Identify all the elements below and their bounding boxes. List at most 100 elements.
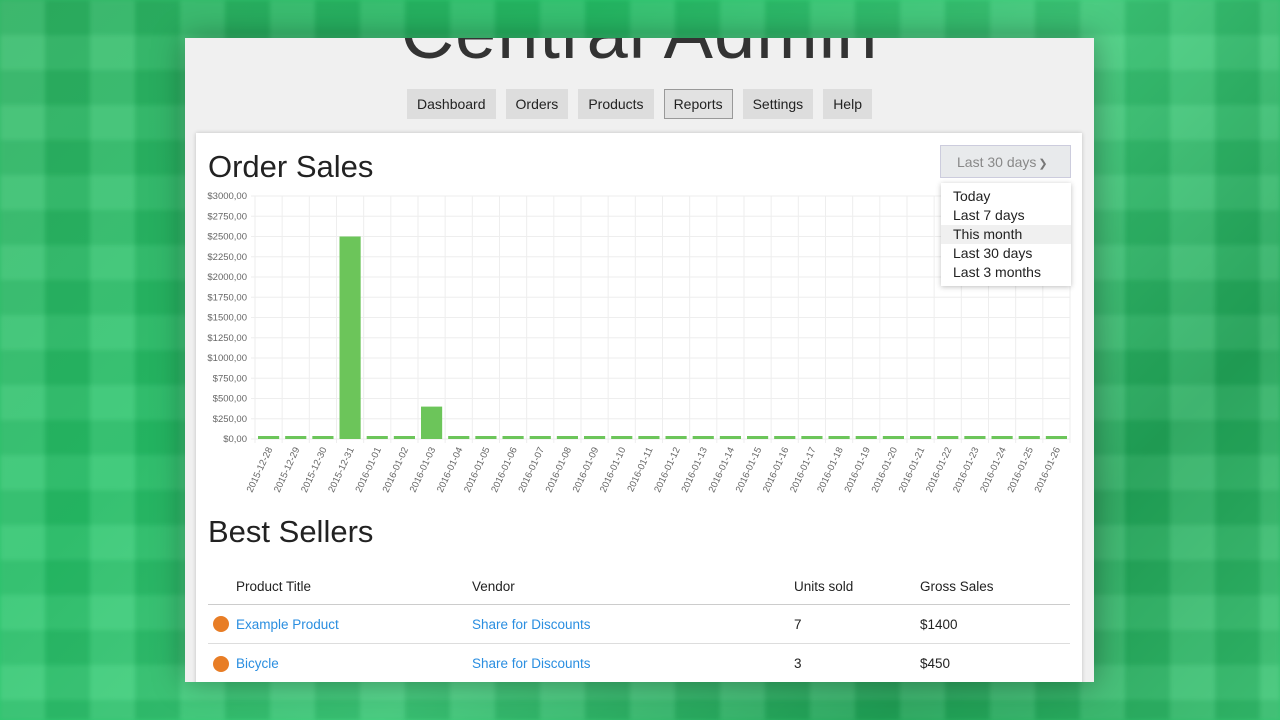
x-tick-label: 2016-01-11: [625, 446, 655, 494]
x-tick-label: 2016-01-07: [516, 446, 547, 495]
bar: [828, 436, 850, 439]
bar: [258, 436, 280, 439]
nav-reports[interactable]: Reports: [663, 89, 733, 119]
range-select-value: Last 30 days: [957, 154, 1037, 170]
bar: [529, 436, 551, 439]
bar: [312, 436, 334, 439]
col-units-sold: Units sold: [794, 569, 920, 605]
x-tick-label: 2016-01-09: [571, 446, 602, 495]
bar: [584, 436, 606, 439]
bar: [1018, 436, 1040, 439]
product-link[interactable]: Example Product: [236, 616, 339, 632]
col-gross-sales: Gross Sales: [920, 569, 1070, 605]
range-option-today[interactable]: Today: [953, 188, 991, 204]
nav-help[interactable]: Help: [823, 89, 872, 119]
x-tick-label: 2016-01-22: [924, 446, 955, 495]
range-option-last-3-months[interactable]: Last 3 months: [953, 264, 1041, 280]
range-option-last-30-days[interactable]: Last 30 days: [953, 245, 1033, 261]
x-tick-label: 2016-01-05: [462, 446, 493, 495]
y-tick-label: $500,00: [213, 394, 247, 405]
y-tick-label: $1750,00: [207, 292, 247, 303]
reports-card: Order Sales Last 30 days ❯ Today Last 7 d…: [196, 133, 1082, 682]
gross-sales: $1400: [920, 604, 1070, 645]
y-tick-label: $2250,00: [207, 252, 247, 263]
bar: [882, 436, 904, 439]
bar: [964, 436, 986, 439]
x-tick-label: 2016-01-23: [951, 446, 982, 495]
y-tick-label: $1000,00: [207, 353, 247, 364]
x-tick-label: 2016-01-10: [598, 446, 629, 495]
vendor-link[interactable]: Share for Discounts: [472, 616, 591, 632]
range-option-this-month[interactable]: This month: [941, 225, 1071, 244]
x-tick-label: 2016-01-06: [489, 446, 520, 495]
x-tick-label: 2016-01-01: [353, 446, 384, 495]
bar: [910, 436, 932, 439]
x-tick-label: 2016-01-15: [734, 446, 765, 495]
app-window: Central Admin Dashboard Orders Products …: [185, 38, 1094, 682]
x-tick-label: 2015-12-30: [299, 446, 330, 495]
col-vendor: Vendor: [472, 569, 794, 605]
bar: [366, 436, 388, 439]
bar: [937, 436, 959, 439]
bar: [855, 436, 877, 439]
order-sales-chart: $0,00 $250,00 $500,00 $750,00 $1000,00 $1250,…: [207, 191, 1071, 495]
y-tick-label: $3000,00: [207, 191, 247, 202]
best-sellers-title: Best Sellers: [208, 514, 374, 549]
x-tick-label: 2016-01-21: [897, 446, 928, 495]
chevron-down-icon: ❯: [1038, 158, 1048, 170]
x-tick-label: 2016-01-02: [381, 446, 412, 495]
range-option-last-7-days[interactable]: Last 7 days: [953, 207, 1025, 223]
order-sales-title: Order Sales: [208, 149, 374, 184]
bar: [801, 436, 823, 439]
units-sold: 7: [794, 604, 920, 645]
units-sold: 3: [794, 643, 920, 682]
bar: [393, 436, 415, 439]
bar: [448, 436, 470, 439]
x-tick-label: 2016-01-24: [978, 446, 1009, 495]
x-tick-label: 2015-12-29: [272, 446, 303, 495]
main-nav: Dashboard Orders Products Reports Settin…: [185, 89, 1094, 119]
range-select[interactable]: Last 30 days ❯: [940, 145, 1071, 178]
bar: [991, 436, 1013, 439]
x-tick-label: 2016-01-17: [788, 446, 819, 495]
bar: [747, 436, 769, 439]
x-tick-label: 2016-01-19: [842, 446, 873, 495]
nav-orders[interactable]: Orders: [505, 89, 569, 119]
vendor-link[interactable]: Share for Discounts: [472, 656, 591, 672]
table-row: Example Product Share for Discounts 7 $1…: [208, 604, 1070, 645]
status-dot: [213, 655, 229, 672]
x-tick-label: 2016-01-03: [408, 446, 439, 495]
best-sellers-table: Product Title Vendor Units sold Gross Sa…: [208, 569, 1070, 682]
bar: [556, 436, 578, 439]
x-tick-label: 2016-01-08: [544, 446, 575, 495]
x-tick-label: 2016-01-13: [679, 446, 710, 495]
y-tick-label: $1500,00: [207, 313, 247, 324]
y-tick-label: $0,00: [223, 434, 247, 445]
x-tick-label: 2016-01-16: [761, 446, 792, 495]
x-tick-label: 2016-01-25: [1005, 446, 1036, 495]
x-tick-label: 2015-12-28: [245, 446, 276, 495]
bar: [475, 436, 497, 439]
app-title: Central Admin: [185, 38, 1094, 75]
gross-sales: $450: [920, 643, 1070, 682]
bar: [1045, 436, 1067, 439]
y-tick-label: $2500,00: [207, 232, 247, 243]
bar: [719, 436, 741, 439]
nav-dashboard[interactable]: Dashboard: [407, 89, 496, 119]
bar: [339, 236, 361, 439]
nav-products[interactable]: Products: [578, 89, 654, 119]
y-tick-label: $1250,00: [207, 333, 247, 344]
y-tick-label: $2750,00: [207, 211, 247, 222]
table-row: Bicycle Share for Discounts 3 $450: [208, 643, 1070, 682]
bar: [638, 436, 660, 439]
y-tick-label: $750,00: [213, 373, 247, 384]
x-tick-label: 2016-01-18: [815, 446, 846, 495]
bar: [611, 436, 633, 439]
bar: [774, 436, 796, 439]
product-link[interactable]: Bicycle: [236, 656, 279, 672]
x-tick-label: 2016-01-20: [870, 446, 901, 495]
nav-settings[interactable]: Settings: [742, 89, 814, 119]
range-dropdown: Today Last 7 days This month Last 30 day…: [941, 183, 1071, 286]
col-product-title: Product Title: [236, 569, 472, 605]
x-tick-label: 2015-12-31: [326, 446, 357, 495]
